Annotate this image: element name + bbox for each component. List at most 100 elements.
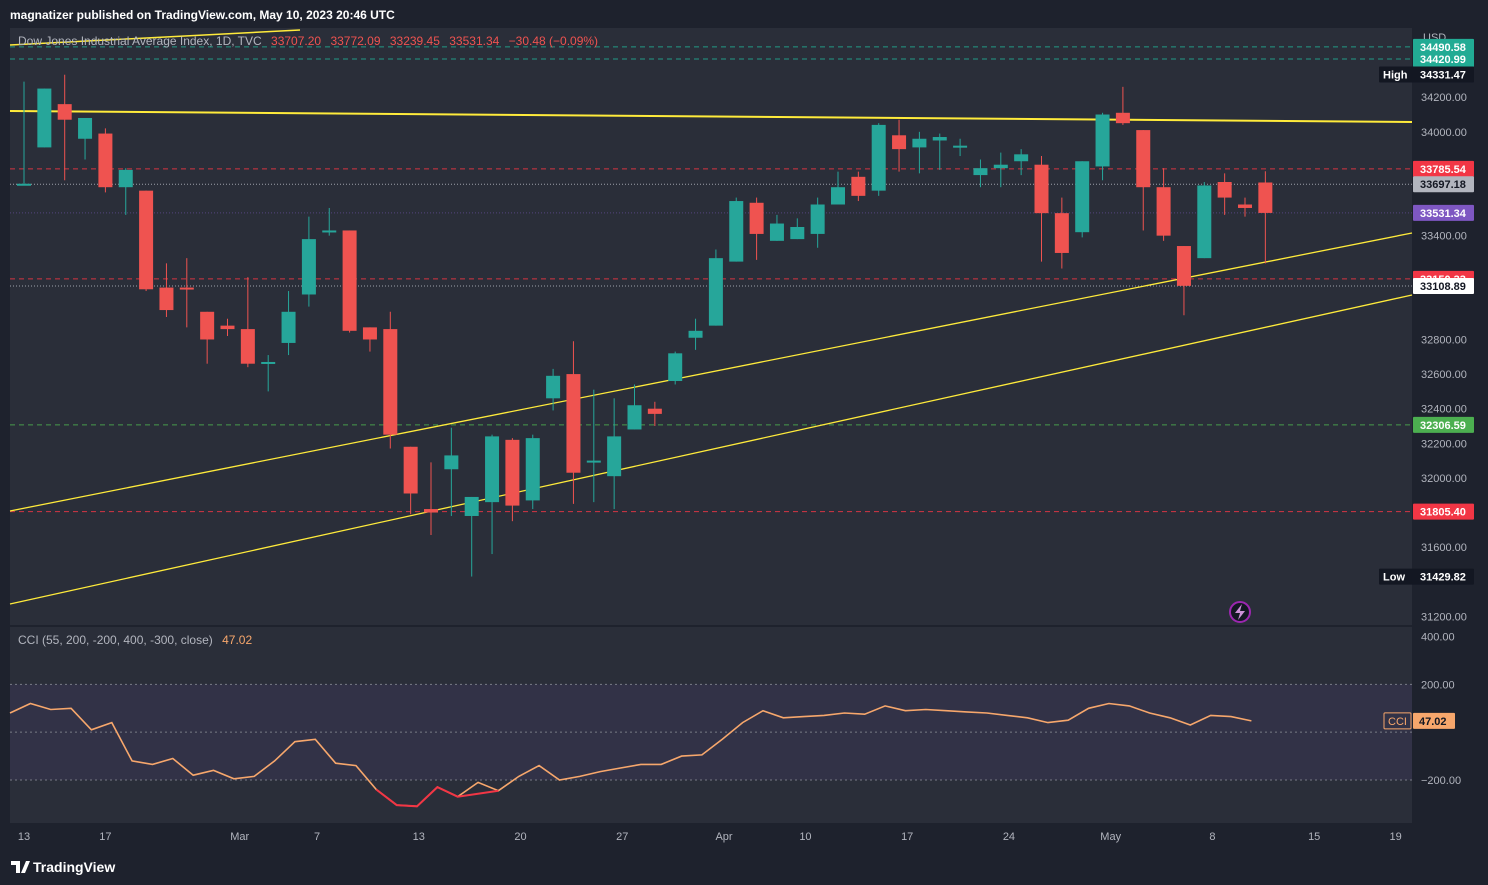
price-label-bg bbox=[1413, 278, 1474, 295]
candle-body[interactable] bbox=[993, 164, 1008, 169]
candle-body[interactable] bbox=[1075, 161, 1090, 233]
candle-body[interactable] bbox=[444, 455, 459, 470]
time-tick-label: 10 bbox=[799, 831, 811, 843]
cci-legend[interactable]: CCI (55, 200, -200, 400, -300, close) 47… bbox=[18, 633, 252, 647]
cci-pane[interactable] bbox=[10, 627, 1412, 823]
candle-body[interactable] bbox=[464, 496, 479, 516]
lightning-icon[interactable] bbox=[1229, 601, 1251, 623]
candle-body[interactable] bbox=[586, 460, 601, 463]
candle-body[interactable] bbox=[932, 137, 947, 141]
candle-body[interactable] bbox=[139, 190, 154, 290]
price-tick-label: 31600.00 bbox=[1421, 542, 1467, 554]
candle-body[interactable] bbox=[668, 353, 683, 382]
time-tick-label: 19 bbox=[1389, 831, 1401, 843]
legend-change: −30.48 (−0.09%) bbox=[509, 34, 598, 48]
candle-body[interactable] bbox=[1115, 112, 1130, 124]
legend-low: 33239.45 bbox=[390, 34, 440, 48]
candle-body[interactable] bbox=[301, 239, 316, 295]
candle-body[interactable] bbox=[1014, 154, 1029, 162]
price-label-bg bbox=[1379, 66, 1474, 83]
candle-body[interactable] bbox=[322, 230, 337, 233]
candle-body[interactable] bbox=[37, 88, 52, 148]
candle-body[interactable] bbox=[1054, 213, 1069, 253]
candle-body[interactable] bbox=[403, 446, 418, 494]
candle-body[interactable] bbox=[98, 133, 113, 188]
resistance-trendline-upper[interactable] bbox=[9, 29, 301, 46]
candle-body[interactable] bbox=[708, 258, 723, 326]
price-tick-label: 34000.00 bbox=[1421, 127, 1467, 139]
candle-body[interactable] bbox=[1217, 182, 1232, 198]
candle-body[interactable] bbox=[362, 327, 377, 340]
candle-body[interactable] bbox=[78, 117, 93, 139]
time-tick-label: 17 bbox=[901, 831, 913, 843]
candle-body[interactable] bbox=[159, 287, 174, 311]
candle-body[interactable] bbox=[749, 202, 764, 234]
tradingview-logo-icon[interactable] bbox=[11, 861, 30, 873]
candle-body[interactable] bbox=[1156, 187, 1171, 236]
candle-body[interactable] bbox=[342, 230, 357, 331]
publisher-line: magnatizer published on TradingView.com,… bbox=[10, 8, 395, 22]
time-tick-label: 13 bbox=[413, 831, 425, 843]
price-tick-label: 32000.00 bbox=[1421, 473, 1467, 485]
candle-body[interactable] bbox=[973, 168, 988, 176]
candle-body[interactable] bbox=[729, 201, 744, 262]
symbol-legend[interactable]: Dow Jones Industrial Average Index, 1D, … bbox=[18, 34, 598, 48]
candle-body[interactable] bbox=[546, 375, 561, 399]
candle-body[interactable] bbox=[607, 436, 622, 477]
candle-body[interactable] bbox=[505, 439, 520, 506]
price-pane[interactable] bbox=[10, 28, 1412, 625]
cci-tick-label: 200.00 bbox=[1421, 679, 1455, 691]
candle-body[interactable] bbox=[1258, 182, 1273, 213]
price-label-value: 33108.89 bbox=[1420, 281, 1466, 293]
candle-body[interactable] bbox=[1095, 114, 1110, 167]
candle-body[interactable] bbox=[953, 145, 968, 148]
channel-lower-trendline[interactable] bbox=[9, 294, 1413, 605]
candle-body[interactable] bbox=[851, 176, 866, 196]
candle-body[interactable] bbox=[525, 438, 540, 501]
candle-body[interactable] bbox=[647, 408, 662, 414]
cci-line[interactable] bbox=[9, 702, 1252, 808]
time-tick-label: 27 bbox=[616, 831, 628, 843]
candle-body[interactable] bbox=[912, 138, 927, 148]
candle-body[interactable] bbox=[424, 509, 438, 513]
tradingview-brand[interactable]: TradingView bbox=[33, 859, 115, 875]
candle-body[interactable] bbox=[1238, 204, 1252, 208]
candle-body[interactable] bbox=[871, 124, 886, 191]
low-price-label: Low 31429.82 bbox=[1379, 568, 1474, 585]
candle-body[interactable] bbox=[118, 169, 133, 188]
cci-name: CCI (55, 200, -200, 400, -300, close) bbox=[18, 633, 213, 647]
resistance-trendline[interactable] bbox=[9, 110, 1413, 123]
candle-body[interactable] bbox=[688, 330, 703, 338]
candle-body[interactable] bbox=[281, 311, 296, 343]
candle-body[interactable] bbox=[566, 374, 581, 473]
candle-body[interactable] bbox=[1136, 130, 1151, 188]
candle-body[interactable] bbox=[179, 287, 194, 290]
candle-body[interactable] bbox=[627, 405, 642, 430]
candle-body[interactable] bbox=[810, 204, 825, 234]
price-label-tag: Low bbox=[1383, 572, 1405, 584]
high-price-label: High 34331.47 bbox=[1379, 66, 1474, 83]
candle-body[interactable] bbox=[485, 436, 500, 503]
price-tick-label: 32600.00 bbox=[1421, 369, 1467, 381]
candle-body[interactable] bbox=[790, 227, 805, 240]
candle-body[interactable] bbox=[831, 187, 845, 205]
candle-body[interactable] bbox=[769, 223, 784, 241]
candle-body[interactable] bbox=[240, 329, 255, 364]
price-label-bg bbox=[1413, 38, 1474, 55]
candle-body[interactable] bbox=[57, 104, 72, 120]
price-label-value: 33531.34 bbox=[1420, 208, 1467, 220]
candle-body[interactable] bbox=[261, 361, 276, 364]
candle-body[interactable] bbox=[892, 135, 907, 150]
candle-body[interactable] bbox=[200, 311, 215, 340]
candle-body[interactable] bbox=[1034, 164, 1049, 214]
candle-body[interactable] bbox=[1197, 185, 1212, 259]
cci-value-bg bbox=[1413, 712, 1455, 729]
legend-high: 33772.09 bbox=[330, 34, 380, 48]
time-tick-label: May bbox=[1100, 831, 1121, 843]
price-tick-label: 31200.00 bbox=[1421, 611, 1467, 623]
candle-body[interactable] bbox=[220, 325, 235, 330]
candle-body[interactable] bbox=[383, 329, 398, 435]
candle-body[interactable] bbox=[17, 183, 31, 186]
candle-body[interactable] bbox=[1176, 246, 1191, 286]
